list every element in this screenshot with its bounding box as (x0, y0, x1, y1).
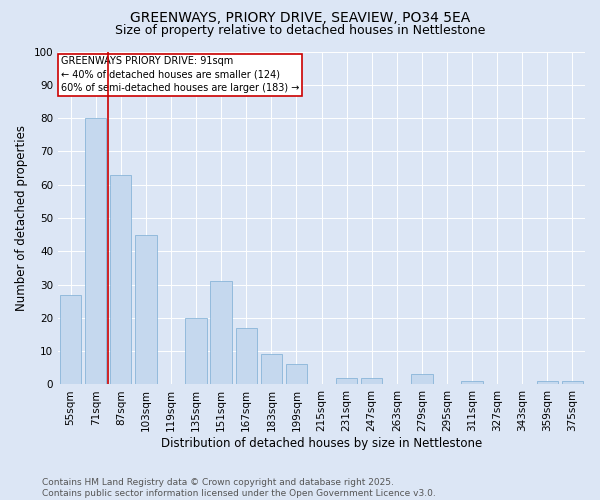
Bar (562, 381, 583, 384)
Text: GREENWAYS, PRIORY DRIVE, SEAVIEW, PO34 5EA: GREENWAYS, PRIORY DRIVE, SEAVIEW, PO34 5… (130, 12, 470, 26)
Bar (260, 354, 282, 384)
Text: GREENWAYS PRIORY DRIVE: 91sqm
← 40% of detached houses are smaller (124)
60% of : GREENWAYS PRIORY DRIVE: 91sqm ← 40% of d… (61, 56, 299, 93)
Bar (536, 381, 558, 384)
Bar (336, 378, 357, 384)
Bar (135, 234, 157, 384)
Bar (60, 294, 81, 384)
Bar (286, 364, 307, 384)
Text: Size of property relative to detached houses in Nettlestone: Size of property relative to detached ho… (115, 24, 485, 37)
Y-axis label: Number of detached properties: Number of detached properties (15, 125, 28, 311)
Bar (211, 281, 232, 384)
X-axis label: Distribution of detached houses by size in Nettlestone: Distribution of detached houses by size … (161, 437, 482, 450)
Bar (361, 378, 382, 384)
Text: Contains HM Land Registry data © Crown copyright and database right 2025.
Contai: Contains HM Land Registry data © Crown c… (42, 478, 436, 498)
Bar (236, 328, 257, 384)
Bar (110, 174, 131, 384)
Bar (411, 374, 433, 384)
Bar (85, 118, 106, 384)
Bar (185, 318, 207, 384)
Bar (461, 381, 483, 384)
